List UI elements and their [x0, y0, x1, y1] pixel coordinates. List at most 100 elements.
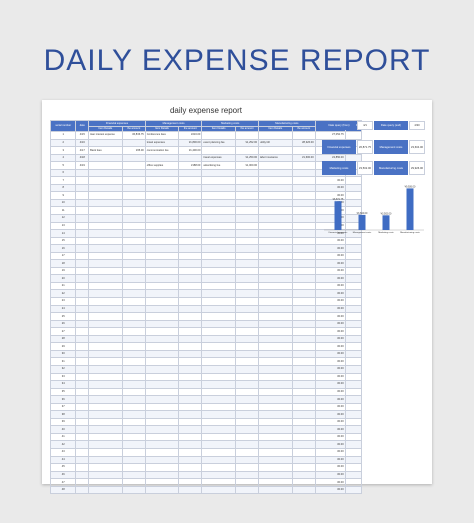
- manufacturing-item-cell[interactable]: [258, 380, 293, 389]
- marketing-item-cell[interactable]: [201, 447, 236, 457]
- date-cell[interactable]: [75, 312, 90, 321]
- remark-cell[interactable]: [344, 251, 363, 261]
- management-amount-cell[interactable]: [178, 455, 203, 465]
- remark-cell[interactable]: [344, 417, 363, 427]
- financial-amount-cell[interactable]: [121, 138, 146, 148]
- serial-number-cell[interactable]: 40: [49, 425, 77, 434]
- manufacturing-amount-cell[interactable]: [291, 251, 316, 261]
- total-cell[interactable]: ¥0.00: [314, 447, 346, 457]
- marketing-amount-cell[interactable]: [234, 349, 260, 359]
- manufacturing-amount-cell[interactable]: [291, 349, 316, 359]
- manufacturing-amount-cell[interactable]: [291, 357, 316, 366]
- financial-amount-cell[interactable]: [121, 259, 146, 268]
- manufacturing-item-cell[interactable]: [258, 161, 293, 170]
- marketing-item-cell[interactable]: [201, 176, 236, 185]
- marketing-amount-cell[interactable]: [234, 440, 260, 449]
- financial-item-cell[interactable]: [88, 198, 123, 208]
- serial-number-cell[interactable]: 5: [49, 161, 77, 170]
- manufacturing-item-cell[interactable]: [258, 214, 293, 223]
- management-item-cell[interactable]: [144, 236, 180, 246]
- management-amount-cell[interactable]: [178, 229, 203, 238]
- marketing-amount-cell[interactable]: [234, 455, 260, 465]
- manufacturing-item-cell[interactable]: [258, 327, 293, 336]
- financial-item-cell[interactable]: [88, 440, 123, 449]
- total-cell[interactable]: ¥0.00: [314, 387, 346, 397]
- marketing-amount-cell[interactable]: [234, 176, 260, 185]
- serial-number-cell[interactable]: 23: [49, 297, 77, 306]
- management-amount-cell[interactable]: [178, 417, 203, 427]
- serial-number-cell[interactable]: 6: [49, 168, 77, 178]
- financial-item-cell[interactable]: [88, 447, 123, 457]
- total-cell[interactable]: ¥0.00: [314, 304, 346, 314]
- management-item-cell[interactable]: [144, 447, 180, 457]
- serial-number-cell[interactable]: 41: [49, 432, 77, 442]
- manufacturing-amount-cell[interactable]: [291, 304, 316, 314]
- manufacturing-amount-cell[interactable]: [291, 281, 316, 291]
- management-amount-cell[interactable]: [178, 297, 203, 306]
- management-item-cell[interactable]: [144, 463, 180, 472]
- financial-item-cell[interactable]: [88, 153, 123, 163]
- manufacturing-item-cell[interactable]: [258, 274, 293, 283]
- manufacturing-item-cell[interactable]: [258, 410, 293, 419]
- date-cell[interactable]: 4/16: [75, 138, 90, 148]
- manufacturing-amount-cell[interactable]: [291, 319, 316, 329]
- marketing-item-cell[interactable]: [201, 312, 236, 321]
- date-cell[interactable]: [75, 387, 90, 397]
- marketing-amount-cell[interactable]: [234, 463, 260, 472]
- manufacturing-amount-cell[interactable]: [291, 236, 316, 246]
- management-item-cell[interactable]: [144, 417, 180, 427]
- management-amount-cell[interactable]: [178, 266, 203, 276]
- management-amount-cell[interactable]: ¥1,800.00: [178, 138, 203, 148]
- total-cell[interactable]: ¥0.00: [314, 327, 346, 336]
- manufacturing-item-cell[interactable]: [258, 463, 293, 472]
- remark-cell[interactable]: [344, 274, 363, 283]
- remark-cell[interactable]: [344, 342, 363, 351]
- total-cell[interactable]: ¥0.00: [314, 342, 346, 351]
- remark-cell[interactable]: [344, 297, 363, 306]
- financial-item-cell[interactable]: [88, 364, 123, 374]
- total-cell[interactable]: ¥0.00: [314, 395, 346, 404]
- marketing-amount-cell[interactable]: [234, 146, 260, 155]
- financial-amount-cell[interactable]: [121, 432, 146, 442]
- marketing-item-cell[interactable]: [201, 402, 236, 412]
- management-amount-cell[interactable]: [178, 274, 203, 283]
- financial-item-cell[interactable]: [88, 395, 123, 404]
- serial-number-cell[interactable]: 39: [49, 417, 77, 427]
- financial-amount-cell[interactable]: [121, 455, 146, 465]
- manufacturing-item-cell[interactable]: labor insurance: [258, 153, 293, 163]
- date-cell[interactable]: [75, 432, 90, 442]
- financial-amount-cell[interactable]: [121, 402, 146, 412]
- serial-number-cell[interactable]: 4: [49, 153, 77, 163]
- marketing-item-cell[interactable]: [201, 478, 236, 487]
- financial-amount-cell[interactable]: [121, 206, 146, 215]
- management-item-cell[interactable]: [144, 387, 180, 397]
- manufacturing-item-cell[interactable]: [258, 289, 293, 299]
- remark-cell[interactable]: [344, 266, 363, 276]
- financial-item-cell[interactable]: [88, 357, 123, 366]
- marketing-item-cell[interactable]: [201, 440, 236, 449]
- manufacturing-amount-cell[interactable]: [291, 372, 316, 382]
- marketing-item-cell[interactable]: [201, 146, 236, 155]
- date-cell[interactable]: [75, 485, 90, 495]
- marketing-amount-cell[interactable]: [234, 319, 260, 329]
- serial-number-cell[interactable]: 10: [49, 198, 77, 208]
- manufacturing-amount-cell[interactable]: [291, 380, 316, 389]
- manufacturing-item-cell[interactable]: [258, 198, 293, 208]
- marketing-amount-cell[interactable]: [234, 364, 260, 374]
- marketing-item-cell[interactable]: [201, 410, 236, 419]
- marketing-amount-cell[interactable]: [234, 297, 260, 306]
- management-amount-cell[interactable]: [178, 372, 203, 382]
- total-cell[interactable]: ¥0.00: [314, 357, 346, 366]
- financial-amount-cell[interactable]: [121, 168, 146, 178]
- management-amount-cell[interactable]: [178, 349, 203, 359]
- financial-amount-cell[interactable]: [121, 281, 146, 291]
- financial-amount-cell[interactable]: [121, 364, 146, 374]
- financial-amount-cell[interactable]: [121, 198, 146, 208]
- management-item-cell[interactable]: [144, 440, 180, 449]
- marketing-item-cell[interactable]: [201, 380, 236, 389]
- serial-number-cell[interactable]: 28: [49, 334, 77, 344]
- management-item-cell[interactable]: travel expenses: [144, 138, 180, 148]
- manufacturing-amount-cell[interactable]: [291, 417, 316, 427]
- total-cell[interactable]: ¥0.00: [314, 380, 346, 389]
- date-cell[interactable]: [75, 289, 90, 299]
